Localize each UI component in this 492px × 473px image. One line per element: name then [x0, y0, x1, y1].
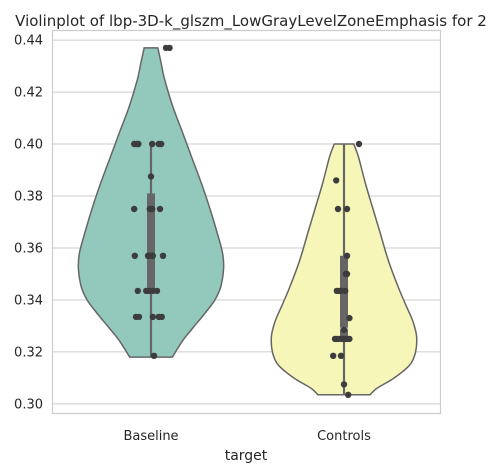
data-point: [340, 326, 348, 333]
data-point: [346, 314, 353, 322]
y-tick-label: 0.40: [14, 138, 43, 153]
data-point: [343, 270, 351, 278]
data-point: [135, 313, 143, 321]
x-tick-label: Baseline: [123, 429, 178, 444]
y-tick-label: 0.44: [14, 34, 43, 49]
data-points: [131, 44, 363, 398]
data-point: [343, 252, 351, 259]
data-point: [147, 173, 155, 180]
data-point: [149, 313, 156, 321]
violins: [77, 47, 418, 396]
data-point: [135, 140, 142, 148]
data-point: [149, 205, 156, 213]
data-point: [158, 140, 165, 148]
plot-frame: [51, 29, 442, 415]
data-point: [134, 287, 141, 295]
data-point: [343, 205, 351, 213]
y-tick-label: 0.30: [14, 397, 43, 412]
data-point: [337, 352, 345, 359]
data-point: [158, 313, 165, 321]
x-tick-label: Controls: [317, 429, 371, 444]
data-point: [345, 391, 352, 398]
data-point: [166, 44, 173, 52]
data-point: [149, 140, 156, 148]
y-tick-label: 0.32: [14, 345, 43, 360]
data-point: [156, 205, 164, 213]
data-point: [131, 205, 138, 213]
data-point: [333, 177, 340, 184]
data-point: [330, 352, 337, 359]
y-axis-ticks: 0.30 0.32 0.34 0.36 0.38 0.40 0.42 0.44: [14, 34, 43, 413]
data-point: [355, 140, 363, 148]
chart-title: Violinplot of lbp-3D-k_glszm_LowGrayLeve…: [15, 12, 487, 31]
data-point: [150, 352, 158, 359]
y-tick-label: 0.36: [14, 241, 43, 256]
data-point: [342, 287, 349, 295]
data-point: [159, 252, 167, 259]
y-tick-label: 0.38: [14, 190, 43, 205]
data-point: [334, 205, 342, 213]
data-point: [131, 252, 138, 259]
data-point: [346, 335, 353, 343]
y-tick-label: 0.34: [14, 293, 43, 308]
data-point: [153, 287, 161, 295]
iqr-box: [340, 255, 348, 339]
data-point: [149, 252, 156, 259]
x-axis-ticks: Baseline Controls: [123, 429, 371, 444]
data-point: [340, 381, 348, 388]
iqr-box: [147, 193, 155, 290]
y-tick-label: 0.42: [14, 86, 43, 101]
x-axis-label: target: [225, 448, 268, 464]
